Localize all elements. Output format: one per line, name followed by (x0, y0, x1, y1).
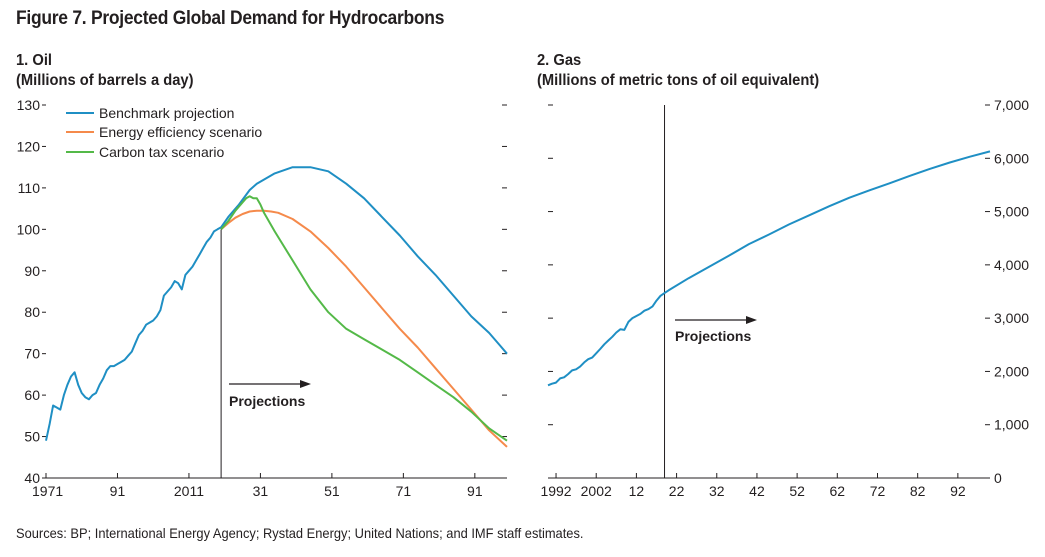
oil-legend-label-carbon: Carbon tax scenario (99, 144, 225, 160)
gas-y-tick-label: 1,000 (994, 417, 1029, 433)
gas-projection-arrowhead (746, 316, 757, 324)
gas-panel-title: 2. Gas (Millions of metric tons of oil e… (537, 51, 819, 91)
oil-series-efficiency-line (220, 209, 508, 448)
gas-y-tick-label: 7,000 (994, 97, 1029, 113)
gas-x-tick-label: 42 (749, 483, 765, 499)
oil-x-tick-label: 2011 (174, 483, 204, 499)
gas-y-tick-label: 2,000 (994, 363, 1029, 379)
gas-y-tick-label: 0 (994, 470, 1002, 486)
gas-panel-unit: (Millions of metric tons of oil equivale… (537, 72, 820, 89)
gas-series-line (547, 150, 991, 387)
oil-y-tick-label: 60 (24, 387, 40, 403)
gas-x-tick-label: 32 (709, 483, 725, 499)
oil-x-tick-label: 1971 (32, 483, 63, 499)
gas-chart: 0 1,000 2,000 3,000 4,000 5,000 6,000 7,000 1992… (540, 97, 1029, 499)
oil-y-tick-label: 130 (17, 97, 41, 113)
gas-x-tick-label: 92 (950, 483, 966, 499)
oil-x-tick-label: 71 (396, 483, 412, 499)
gas-x-tick-label: 72 (870, 483, 886, 499)
oil-series-carbon-line (220, 195, 508, 442)
oil-y-tick-label: 50 (24, 429, 40, 445)
gas-x-tick-label: 2002 (581, 483, 612, 499)
oil-x-tick-label: 91 (467, 483, 483, 499)
oil-legend-label-efficiency: Energy efficiency scenario (99, 124, 262, 140)
oil-y-tick-label: 100 (17, 221, 41, 237)
gas-x-tick-label: 1992 (540, 483, 571, 499)
oil-x-tick-label: 51 (324, 483, 340, 499)
oil-panel-title: 1. Oil (Millions of barrels a day) (16, 51, 194, 91)
oil-y-tick-label: 80 (24, 304, 40, 320)
oil-y-tick-label: 40 (24, 470, 40, 486)
gas-panel-name: 2. Gas (537, 52, 582, 69)
oil-y-tick-label: 90 (24, 263, 40, 279)
gas-projections-label: Projections (675, 328, 751, 344)
oil-y-tick-label: 110 (18, 180, 41, 196)
oil-y-tick-label: 120 (17, 138, 41, 154)
oil-y-tick-label: 70 (24, 346, 40, 362)
oil-x-tick-label: 91 (110, 483, 126, 499)
gas-y-tick-label: 6,000 (994, 150, 1029, 166)
gas-x-tick-label: 22 (669, 483, 685, 499)
oil-legend-label-benchmark: Benchmark projection (99, 105, 234, 121)
gas-x-tick-label: 52 (789, 483, 805, 499)
gas-x-tick-label: 82 (910, 483, 926, 499)
oil-projection-arrowhead (300, 380, 311, 388)
oil-projections-label: Projections (229, 393, 305, 409)
source-note: Sources: BP; International Energy Agency… (16, 525, 584, 541)
figure-title: Figure 7. Projected Global Demand for Hy… (16, 8, 445, 29)
gas-y-tick-label: 5,000 (994, 204, 1029, 220)
oil-chart: 40 50 60 70 80 90 100 110 120 130 1971 91 2011 31 51 71… (17, 97, 508, 499)
gas-y-tick-label: 3,000 (994, 310, 1029, 326)
oil-series-benchmark-line (45, 166, 508, 441)
oil-panel-unit: (Millions of barrels a day) (16, 72, 194, 89)
oil-panel-name: 1. Oil (16, 52, 52, 69)
oil-x-tick-label: 31 (253, 483, 269, 499)
gas-y-tick-label: 4,000 (994, 257, 1029, 273)
gas-x-tick-label: 62 (830, 483, 846, 499)
gas-x-tick-label: 12 (629, 483, 645, 499)
